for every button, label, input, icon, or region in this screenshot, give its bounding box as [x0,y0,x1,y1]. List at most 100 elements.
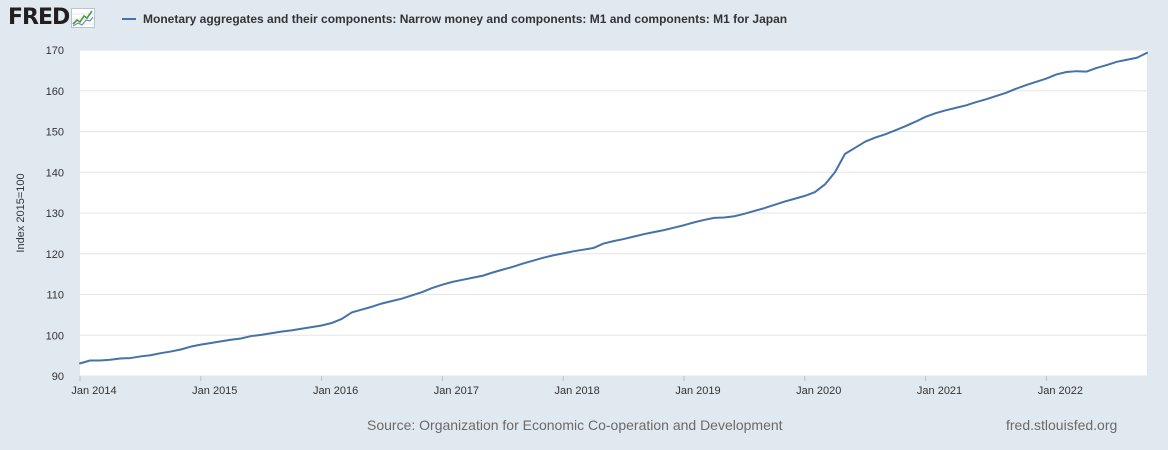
data-point[interactable] [711,215,717,221]
data-point[interactable] [480,273,486,279]
data-point[interactable] [137,353,143,359]
data-point[interactable] [1043,76,1049,82]
data-point[interactable] [812,189,818,195]
data-point[interactable] [490,270,496,276]
data-point[interactable] [973,99,979,105]
data-point[interactable] [359,307,365,313]
data-point[interactable] [1023,82,1029,88]
data-point[interactable] [832,169,838,175]
data-point[interactable] [1013,86,1019,92]
data-point[interactable] [842,151,848,157]
data-point[interactable] [198,342,204,348]
data-point[interactable] [852,145,858,151]
data-point[interactable] [389,298,395,304]
data-point[interactable] [661,227,667,233]
data-point[interactable] [822,181,828,187]
data-point[interactable] [339,316,345,322]
data-point[interactable] [731,213,737,219]
data-point[interactable] [319,322,325,328]
data-point[interactable] [671,225,677,231]
data-point[interactable] [460,277,466,283]
data-point[interactable] [590,245,596,251]
data-point[interactable] [1134,55,1140,61]
data-point[interactable] [721,214,727,220]
data-point[interactable] [782,199,788,205]
data-point[interactable] [600,241,606,247]
data-point[interactable] [188,344,194,350]
data-point[interactable] [379,300,385,306]
data-point[interactable] [127,355,133,361]
data-point[interactable] [117,355,123,361]
data-point[interactable] [309,324,315,330]
data-point[interactable] [208,340,214,346]
data-point[interactable] [470,275,476,281]
data-point[interactable] [580,247,586,253]
data-point[interactable] [570,248,576,254]
data-point[interactable] [158,350,164,356]
data-point[interactable] [1114,59,1120,65]
data-point[interactable] [268,330,274,336]
data-point[interactable] [530,258,536,264]
data-point[interactable] [953,105,959,111]
data-point[interactable] [641,231,647,237]
data-point[interactable] [772,202,778,208]
data-point[interactable] [329,320,335,326]
data-point[interactable] [963,102,969,108]
data-point[interactable] [540,255,546,261]
data-point[interactable] [802,193,808,199]
data-point[interactable] [258,332,264,338]
source-url[interactable]: fred.stlouisfed.org [1006,417,1118,433]
data-point[interactable] [1053,71,1059,77]
data-point[interactable] [278,329,284,335]
data-point[interactable] [369,304,375,310]
data-point[interactable] [621,236,627,242]
data-point[interactable] [681,222,687,228]
data-point[interactable] [429,285,435,291]
data-point[interactable] [862,139,868,145]
data-point[interactable] [1104,62,1110,68]
data-point[interactable] [1074,68,1080,74]
data-point[interactable] [248,333,254,339]
data-point[interactable] [943,107,949,113]
data-point[interactable] [892,127,898,133]
data-point[interactable] [419,289,425,295]
data-point[interactable] [409,292,415,298]
data-point[interactable] [741,211,747,217]
data-point[interactable] [520,261,526,267]
data-point[interactable] [1124,57,1130,63]
data-point[interactable] [168,349,174,355]
data-point[interactable] [1003,90,1009,96]
data-point[interactable] [761,205,767,211]
data-point[interactable] [97,358,103,364]
data-point[interactable] [1094,65,1100,71]
data-point[interactable] [882,131,888,137]
data-point[interactable] [550,252,556,258]
data-point[interactable] [449,279,455,285]
data-point[interactable] [439,282,445,288]
data-point[interactable] [349,309,355,315]
data-point[interactable] [872,135,878,141]
data-point[interactable] [792,196,798,202]
data-point[interactable] [218,338,224,344]
data-point[interactable] [1063,69,1069,75]
data-point[interactable] [399,296,405,302]
data-point[interactable] [751,208,757,214]
data-point[interactable] [1033,79,1039,85]
data-point[interactable] [500,267,506,273]
data-point[interactable] [178,347,184,353]
data-point[interactable] [510,264,516,270]
data-point[interactable] [1144,50,1150,56]
data-point[interactable] [298,326,304,332]
data-point[interactable] [560,250,566,256]
data-point[interactable] [631,234,637,240]
data-point[interactable] [912,119,918,125]
data-point[interactable] [87,358,93,364]
data-point[interactable] [983,96,989,102]
data-point[interactable] [691,219,697,225]
data-point[interactable] [107,357,113,363]
data-point[interactable] [77,360,83,366]
data-point[interactable] [288,327,294,333]
data-point[interactable] [611,238,617,244]
fred-logo[interactable]: FRED [8,6,96,30]
data-point[interactable] [923,114,929,120]
